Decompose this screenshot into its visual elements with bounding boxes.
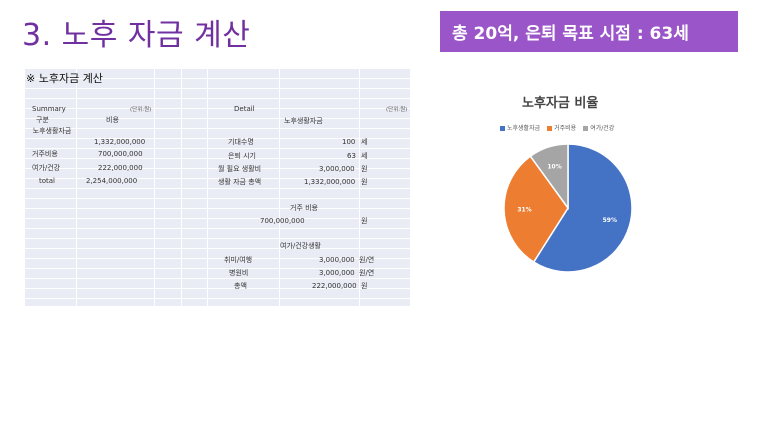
detail-row-label: 기대수명 <box>228 138 254 146</box>
detail-row-unit: 원 <box>361 178 368 186</box>
spreadsheet-table[interactable]: ※ 노후자금 계산 Summary (단위:원) Detail (단위:원) 구… <box>24 68 410 306</box>
pie-data-label: 31% <box>517 206 531 213</box>
detail-row-label: 은퇴 시기 <box>228 152 256 160</box>
summary-row-label: 여가/건강 <box>32 164 61 172</box>
summary-row-label: total <box>39 177 56 185</box>
detail-row-value: 100 <box>342 138 356 146</box>
legend-label: 거주비용 <box>554 125 577 132</box>
leisure-header: 여가/건강생활 <box>280 242 321 250</box>
summary-row-value: 222,000,000 <box>98 164 143 172</box>
leisure-row-value: 3,000,000 <box>319 256 355 264</box>
housing-value: 700,000,000 <box>260 217 305 225</box>
legend-swatch <box>547 126 553 131</box>
sheet-header: ※ 노후자금 계산 <box>26 72 103 85</box>
detail-row-value: 63 <box>347 152 356 160</box>
leisure-row-value: 3,000,000 <box>319 269 355 277</box>
legend-label: 여가/건강 <box>590 125 615 132</box>
summary-row-value: 700,000,000 <box>98 150 143 158</box>
chart-legend: 노후생활자금 거주비용 여가/건강 <box>500 123 614 132</box>
summary-col-amount: 비용 <box>106 116 119 124</box>
living-header: 노후생활자금 <box>284 117 323 125</box>
chart-title: 노후자금 비율 <box>522 96 599 111</box>
leisure-row-unit: 원/연 <box>359 256 375 264</box>
detail-row-unit: 세 <box>361 152 368 160</box>
summary-col-category: 구분 <box>36 116 49 124</box>
pie-slice <box>532 143 633 273</box>
column-divider <box>359 68 360 306</box>
pie-chart: 59% 31% 10% <box>503 143 633 273</box>
pie-data-label: 59% <box>603 217 617 224</box>
housing-unit: 원 <box>361 217 368 225</box>
goal-banner: 총 20억, 은퇴 목표 시점 : 63세 <box>440 11 738 52</box>
pie-slice <box>503 155 569 264</box>
detail-unit: (단위:원) <box>386 107 408 113</box>
column-divider <box>207 68 208 306</box>
legend-swatch <box>500 126 505 131</box>
housing-header: 거주 비용 <box>290 204 318 212</box>
leisure-row-label: 병원비 <box>229 269 249 277</box>
legend-swatch <box>583 126 589 131</box>
summary-unit: (단위:원) <box>130 107 152 113</box>
detail-row-value: 1,332,000,000 <box>304 178 356 186</box>
legend-item: 노후생활자금 <box>500 123 540 132</box>
leisure-row-label: 취미/여행 <box>224 256 253 264</box>
legend-label: 노후생활자금 <box>507 125 541 132</box>
pie-data-label: 10% <box>547 164 561 171</box>
page-title: 3. 노후 자금 계산 <box>22 18 251 53</box>
detail-label: Detail <box>234 105 255 113</box>
summary-row-value: 1,332,000,000 <box>94 138 146 146</box>
detail-row-label: 월 필요 생활비 <box>218 165 262 173</box>
detail-row-label: 생활 자금 총액 <box>218 178 262 186</box>
leisure-row-unit: 원/연 <box>359 269 375 277</box>
summary-row-value: 2,254,000,000 <box>86 177 138 185</box>
leisure-row-unit: 원 <box>361 282 368 290</box>
detail-row-unit: 세 <box>361 138 368 146</box>
summary-row-label: 노후생활자금 <box>32 127 72 135</box>
pie-slice <box>529 143 569 211</box>
column-divider <box>181 68 182 306</box>
column-divider <box>279 68 280 306</box>
leisure-row-label: 총액 <box>234 282 247 290</box>
leisure-row-value: 222,000,000 <box>312 282 357 290</box>
legend-item: 거주비용 <box>547 123 576 132</box>
detail-row-unit: 원 <box>361 165 368 173</box>
detail-row-value: 3,000,000 <box>319 165 355 173</box>
legend-item: 여가/건강 <box>583 123 614 132</box>
column-divider <box>154 68 155 306</box>
summary-label: Summary <box>32 105 66 113</box>
column-divider <box>76 68 77 306</box>
summary-row-label: 거주비용 <box>32 150 58 158</box>
